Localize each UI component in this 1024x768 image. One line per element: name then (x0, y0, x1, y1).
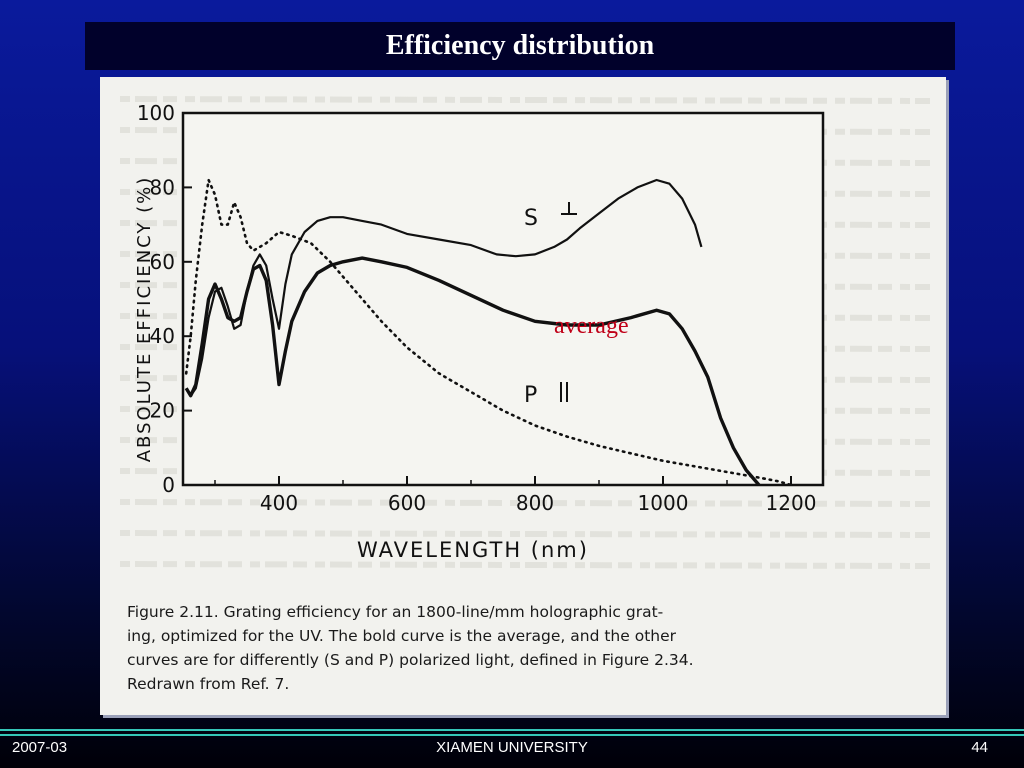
y-tick-label: 20 (150, 399, 175, 423)
y-axis-label: ABSOLUTE EFFICIENCY (%) (134, 176, 155, 463)
caption-line-1: Figure 2.11. Grating efficiency for an 1… (127, 603, 663, 621)
efficiency-chart: 0 20 40 60 80 100 400 600 800 1000 1200 WAVELENGTH … (119, 96, 931, 693)
plot-frame (181, 111, 825, 487)
s-curve-label: S (524, 206, 538, 231)
footer-date: 2007-03 (12, 739, 68, 756)
chart-axes: 0 20 40 60 80 100 400 600 800 1000 1200 WAVELENGTH … (134, 101, 825, 562)
caption-line-3: curves are for differently (S and P) pol… (127, 651, 694, 669)
chart-series (184, 178, 793, 487)
bleed-through-line (119, 96, 931, 104)
x-tick-label: 800 (516, 491, 554, 515)
caption-line-2: ing, optimized for the UV. The bold curv… (127, 627, 677, 645)
y-tick-label: 80 (150, 175, 175, 199)
plot-area (183, 113, 823, 485)
figure-caption: Figure 2.11. Grating efficiency for an 1… (127, 603, 694, 693)
y-tick-label: 0 (162, 473, 175, 497)
x-tick-label: 1200 (766, 491, 817, 515)
x-tick-label: 400 (260, 491, 298, 515)
bleed-through-line (119, 561, 931, 569)
slide-title-bar: Efficiency distribution (85, 22, 955, 70)
footer-page-number: 44 (971, 739, 988, 756)
scanned-figure: 0 20 40 60 80 100 400 600 800 1000 1200 WAVELENGTH … (100, 77, 946, 715)
y-tick-label: 40 (150, 324, 175, 348)
x-axis-label: WAVELENGTH (nm) (357, 538, 589, 562)
series-line-p (184, 178, 793, 487)
average-curve-label: average (554, 313, 629, 339)
footer-institution: XIAMEN UNIVERSITY (436, 739, 588, 756)
y-tick-label: 60 (150, 250, 175, 274)
bleed-through-line (119, 530, 931, 538)
footer-divider-bottom (0, 734, 1024, 736)
parallel-symbol (560, 382, 568, 402)
series-line-s (185, 178, 703, 397)
chart-labels: S P average (524, 202, 629, 408)
x-tick-label: 600 (388, 491, 426, 515)
perpendicular-symbol (561, 202, 577, 215)
caption-line-4: Redrawn from Ref. 7. (127, 675, 289, 693)
series-line-average (184, 256, 761, 487)
y-tick-label: 100 (137, 101, 175, 125)
footer-divider-top (0, 729, 1024, 731)
p-curve-label: P (524, 383, 537, 408)
x-tick-label: 1000 (638, 491, 689, 515)
slide-title: Efficiency distribution (385, 30, 655, 61)
bleed-through-line (119, 499, 931, 507)
